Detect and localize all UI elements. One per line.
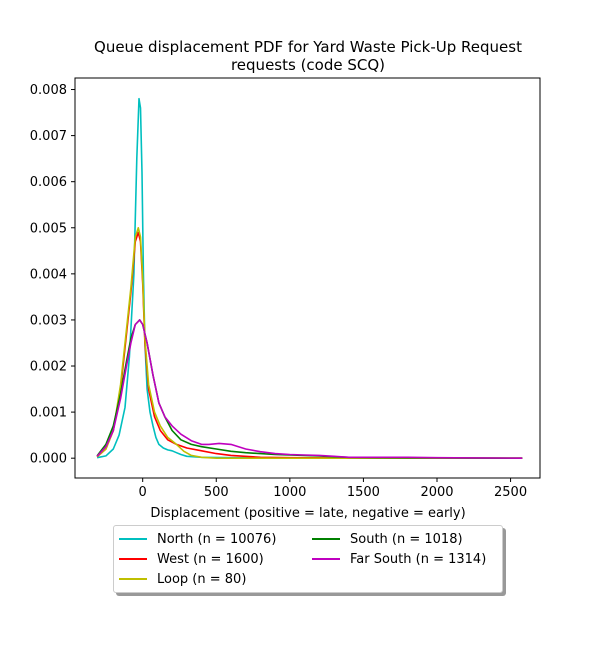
x-tick-label: 0 bbox=[139, 485, 147, 500]
y-tick-label: 0.003 bbox=[30, 313, 67, 328]
x-tick-label: 500 bbox=[204, 485, 229, 500]
legend-label: West (n = 1600) bbox=[157, 551, 264, 567]
y-tick-label: 0.008 bbox=[30, 83, 67, 98]
legend-item-west: West (n = 1600) bbox=[119, 549, 264, 569]
y-tick-label: 0.001 bbox=[30, 406, 67, 421]
legend-swatch bbox=[312, 558, 340, 560]
chart-title-line2: requests (code SCQ) bbox=[230, 56, 386, 74]
y-tick-label: 0.004 bbox=[30, 267, 67, 282]
legend-swatch bbox=[119, 558, 147, 560]
series-line-1 bbox=[96, 231, 523, 459]
legend-item-loop: Loop (n = 80) bbox=[119, 569, 246, 589]
series-line-3 bbox=[96, 319, 523, 459]
legend-swatch bbox=[119, 538, 147, 540]
x-tick-label: 1000 bbox=[273, 485, 306, 500]
legend-swatch bbox=[312, 538, 340, 540]
series-line-0 bbox=[96, 97, 523, 459]
series-line-2 bbox=[96, 227, 523, 459]
x-tick-label: 2500 bbox=[494, 485, 527, 500]
x-tick-label: 2000 bbox=[420, 485, 453, 500]
chart-title-line1: Queue displacement PDF for Yard Waste Pi… bbox=[94, 38, 522, 56]
legend-label: North (n = 10076) bbox=[157, 531, 277, 547]
x-tick-label: 1500 bbox=[347, 485, 380, 500]
legend-swatch bbox=[119, 578, 147, 580]
x-axis-label: Displacement (positive = late, negative … bbox=[150, 506, 466, 521]
legend-label: Far South (n = 1314) bbox=[350, 551, 487, 567]
chart-legend: North (n = 10076) West (n = 1600) Loop (… bbox=[113, 525, 503, 593]
y-tick-label: 0.002 bbox=[30, 360, 67, 375]
legend-label: Loop (n = 80) bbox=[157, 571, 247, 587]
y-tick-label: 0.005 bbox=[30, 221, 67, 236]
y-tick-label: 0.007 bbox=[30, 129, 67, 144]
legend-item-far-south: Far South (n = 1314) bbox=[312, 549, 486, 569]
legend-label: South (n = 1018) bbox=[350, 531, 463, 547]
legend-item-south: South (n = 1018) bbox=[312, 529, 463, 549]
y-tick-label: 0.006 bbox=[30, 175, 67, 190]
y-tick-label: 0.000 bbox=[30, 452, 67, 467]
plot-frame bbox=[74, 77, 541, 479]
legend-item-north: North (n = 10076) bbox=[119, 529, 276, 549]
series-line-4 bbox=[96, 319, 523, 459]
